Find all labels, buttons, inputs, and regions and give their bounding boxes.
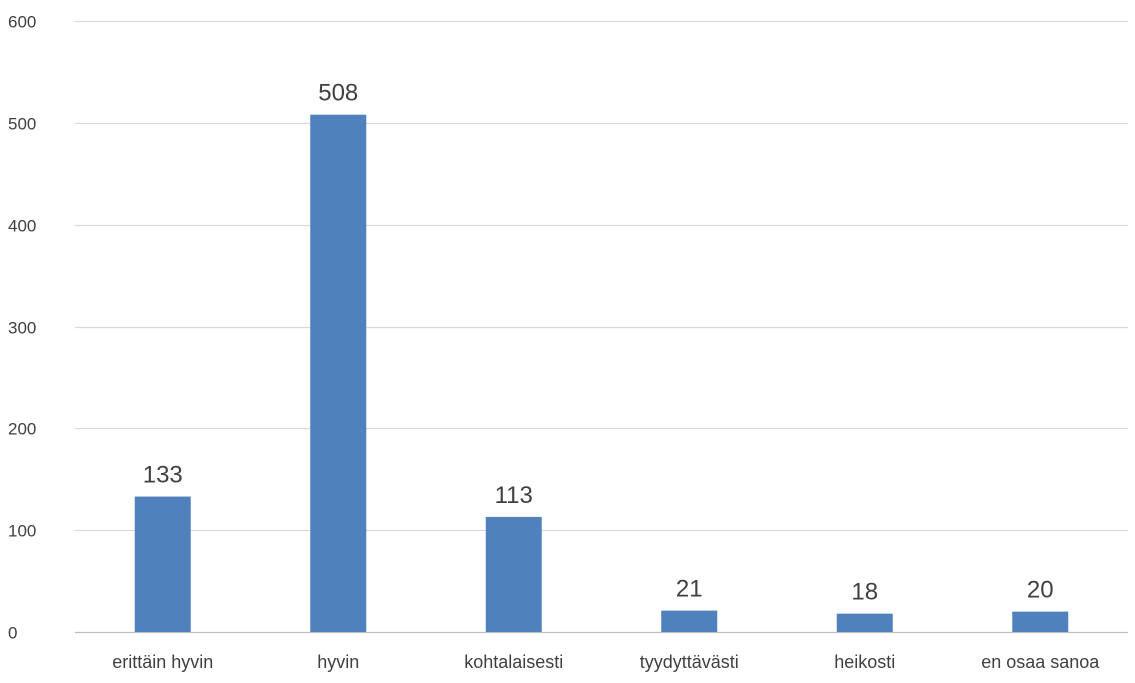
bar bbox=[836, 613, 893, 632]
x-category-label: erittäin hyvin bbox=[112, 652, 213, 672]
bar bbox=[310, 114, 367, 633]
data-labels: 133 508 113 21 18 20 bbox=[143, 80, 1054, 606]
bar bbox=[485, 516, 542, 632]
bar bbox=[661, 610, 718, 632]
gridlines bbox=[75, 20, 1128, 634]
x-category-label: heikosti bbox=[834, 652, 895, 672]
y-tick-label: 100 bbox=[8, 522, 36, 541]
y-tick-label: 300 bbox=[8, 319, 36, 338]
data-label: 113 bbox=[495, 482, 533, 509]
data-label: 508 bbox=[318, 80, 358, 107]
y-tick-label: 0 bbox=[8, 624, 17, 643]
y-tick-label: 200 bbox=[8, 420, 36, 439]
x-category-label: kohtalaisesti bbox=[464, 652, 563, 672]
data-label: 133 bbox=[143, 462, 183, 489]
x-category-label: tyydyttävästi bbox=[640, 652, 739, 672]
y-tick-label: 400 bbox=[8, 217, 36, 236]
y-tick-label: 500 bbox=[8, 115, 36, 134]
x-category-label: hyvin bbox=[317, 652, 359, 672]
y-axis-tick-labels: 0 100 200 300 400 500 600 bbox=[8, 13, 36, 643]
bar bbox=[134, 496, 191, 632]
x-category-label: en osaa sanoa bbox=[981, 652, 1100, 672]
data-label: 18 bbox=[851, 579, 878, 606]
data-label: 21 bbox=[676, 576, 703, 603]
data-label: 20 bbox=[1027, 577, 1054, 604]
bars bbox=[134, 114, 1069, 633]
y-tick-label: 600 bbox=[8, 13, 36, 32]
bar bbox=[1012, 611, 1069, 632]
x-axis-category-labels: erittäin hyvin hyvin kohtalaisesti tyydyttä… bbox=[112, 652, 1100, 672]
